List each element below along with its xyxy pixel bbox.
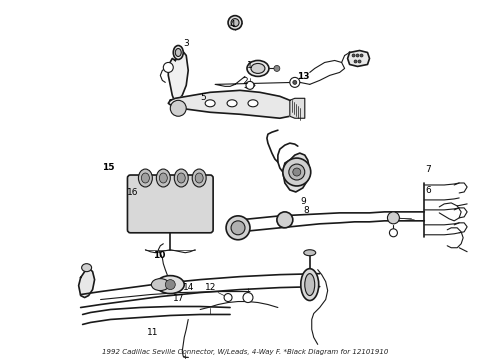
Ellipse shape bbox=[177, 173, 185, 183]
Circle shape bbox=[289, 164, 305, 180]
Ellipse shape bbox=[205, 100, 215, 107]
Circle shape bbox=[360, 54, 363, 57]
Circle shape bbox=[283, 158, 311, 186]
Polygon shape bbox=[283, 153, 310, 192]
Ellipse shape bbox=[142, 173, 149, 183]
Ellipse shape bbox=[151, 279, 169, 291]
Ellipse shape bbox=[156, 276, 184, 293]
Circle shape bbox=[358, 60, 361, 63]
Text: 7: 7 bbox=[425, 165, 431, 174]
FancyBboxPatch shape bbox=[127, 175, 213, 233]
Ellipse shape bbox=[173, 45, 183, 59]
Text: 3: 3 bbox=[184, 39, 189, 48]
Polygon shape bbox=[347, 50, 369, 67]
Ellipse shape bbox=[82, 264, 92, 272]
Circle shape bbox=[274, 66, 280, 71]
Text: 6: 6 bbox=[425, 186, 431, 195]
Circle shape bbox=[163, 62, 173, 72]
Circle shape bbox=[277, 212, 293, 228]
Polygon shape bbox=[290, 98, 305, 118]
Text: 12: 12 bbox=[205, 283, 217, 292]
Ellipse shape bbox=[174, 169, 188, 187]
Ellipse shape bbox=[301, 269, 318, 301]
Text: 4: 4 bbox=[230, 19, 236, 28]
Circle shape bbox=[224, 293, 232, 302]
Circle shape bbox=[352, 54, 355, 57]
Ellipse shape bbox=[227, 100, 237, 107]
Text: 1992 Cadillac Seville Connector, W/Leads, 4-Way F. *Black Diagram for 12101910: 1992 Cadillac Seville Connector, W/Leads… bbox=[102, 349, 388, 355]
Ellipse shape bbox=[247, 60, 269, 76]
Polygon shape bbox=[168, 90, 295, 118]
Circle shape bbox=[171, 100, 186, 116]
Ellipse shape bbox=[156, 169, 171, 187]
Ellipse shape bbox=[138, 169, 152, 187]
Circle shape bbox=[246, 81, 254, 89]
Text: 9: 9 bbox=[301, 197, 306, 206]
Circle shape bbox=[354, 60, 357, 63]
Ellipse shape bbox=[195, 173, 203, 183]
Ellipse shape bbox=[159, 173, 167, 183]
Text: 5: 5 bbox=[200, 93, 206, 102]
Circle shape bbox=[290, 77, 300, 87]
Ellipse shape bbox=[304, 250, 316, 256]
Text: 1: 1 bbox=[247, 61, 253, 70]
Text: 13: 13 bbox=[297, 72, 310, 81]
Circle shape bbox=[356, 54, 359, 57]
Ellipse shape bbox=[305, 274, 315, 296]
Text: 17: 17 bbox=[173, 294, 185, 303]
Polygon shape bbox=[78, 268, 95, 298]
Text: 11: 11 bbox=[147, 328, 158, 337]
Text: 10: 10 bbox=[153, 251, 166, 260]
Circle shape bbox=[228, 15, 242, 30]
Circle shape bbox=[388, 212, 399, 224]
Ellipse shape bbox=[251, 63, 265, 73]
Text: 2: 2 bbox=[242, 77, 248, 86]
Text: 15: 15 bbox=[102, 163, 115, 172]
Circle shape bbox=[231, 221, 245, 235]
Text: 8: 8 bbox=[303, 206, 309, 215]
Text: 14: 14 bbox=[183, 283, 195, 292]
Circle shape bbox=[231, 19, 239, 27]
Circle shape bbox=[293, 80, 297, 84]
Polygon shape bbox=[168, 50, 188, 100]
Ellipse shape bbox=[248, 100, 258, 107]
Circle shape bbox=[165, 280, 175, 289]
Ellipse shape bbox=[175, 49, 181, 57]
Circle shape bbox=[293, 168, 301, 176]
Circle shape bbox=[226, 216, 250, 240]
Circle shape bbox=[243, 293, 253, 302]
Circle shape bbox=[390, 229, 397, 237]
Text: 16: 16 bbox=[127, 188, 139, 197]
Ellipse shape bbox=[192, 169, 206, 187]
